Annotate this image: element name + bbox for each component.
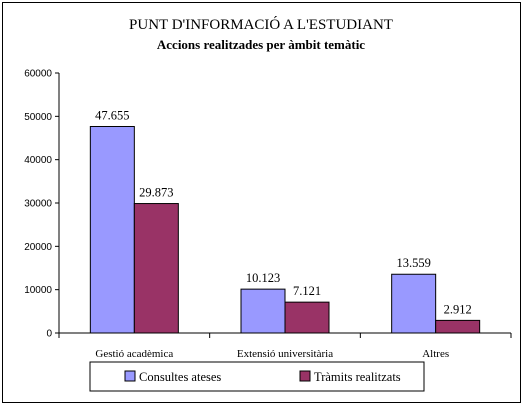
legend: Consultes ateses Tràmits realitzats [89, 361, 425, 392]
legend-swatch-consultes [124, 370, 136, 382]
x-tick-label: Extensió universitària [237, 348, 333, 360]
bar-consultes [240, 288, 286, 334]
y-tick-label: 0 [46, 329, 52, 340]
bar-tramits [435, 319, 481, 334]
y-tick-label: 40000 [24, 155, 52, 166]
data-label: 29.873 [139, 186, 173, 200]
x-axis: Gestió acadèmica Extensió universitària Al… [58, 332, 512, 360]
data-label: 10.123 [246, 271, 280, 285]
bar-tramits [133, 203, 179, 334]
y-tick-label: 20000 [24, 242, 52, 253]
y-axis: 0 10000 20000 30000 40000 50000 60000 [24, 69, 60, 340]
y-tick-label: 60000 [24, 69, 52, 80]
data-label: 13.559 [396, 256, 430, 270]
data-labels: 47.655 10.123 13.559 29.873 7.121 2.912 [95, 108, 472, 316]
x-tick-label: Gestió acadèmica [95, 348, 173, 360]
legend-swatch-tramits [299, 370, 311, 382]
data-label: 2.912 [444, 302, 472, 316]
y-tick-label: 50000 [24, 112, 52, 123]
legend-label-consultes: Consultes ateses [139, 370, 221, 384]
y-tick-label: 30000 [24, 199, 52, 210]
chart-subtitle: Accions realitzades per àmbit temàtic [157, 37, 365, 52]
bars [89, 125, 481, 334]
chart-frame: PUNT D'INFORMACIÓ A L'ESTUDIANT Accions … [2, 2, 521, 403]
bar-consultes [391, 273, 437, 334]
legend-box [89, 361, 425, 392]
chart-title: PUNT D'INFORMACIÓ A L'ESTUDIANT [129, 16, 393, 33]
y-tick-label: 10000 [24, 285, 52, 296]
bar-chart: PUNT D'INFORMACIÓ A L'ESTUDIANT Accions … [24, 16, 512, 392]
data-label: 7.121 [293, 284, 321, 298]
bar-tramits [284, 301, 330, 334]
bar-consultes [89, 125, 135, 334]
legend-label-tramits: Tràmits realitzats [314, 370, 401, 384]
data-label: 47.655 [95, 108, 129, 122]
x-tick-label: Altres [422, 348, 449, 360]
